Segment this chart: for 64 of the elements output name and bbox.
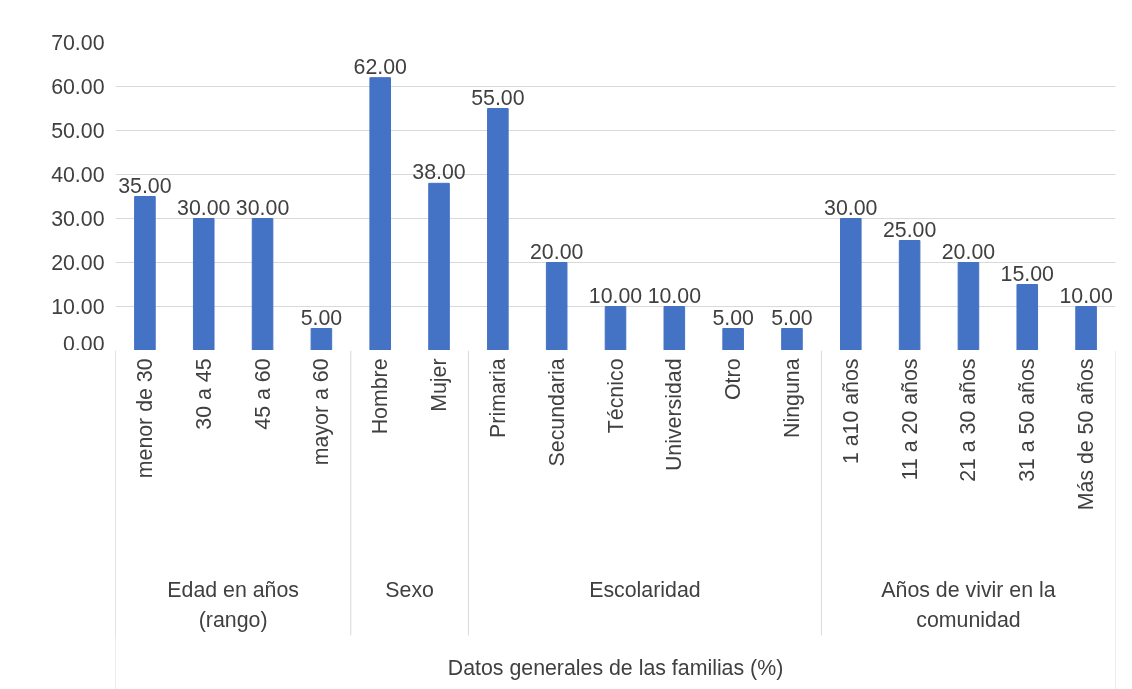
data-label: 10.00 (588, 283, 643, 308)
x-tick-label: 45 a 60 (250, 358, 275, 430)
bar (1075, 306, 1097, 350)
data-label: 25.00 (882, 217, 937, 242)
x-tick-label: Más de 50 años (1074, 358, 1099, 511)
data-label: 30.00 (235, 195, 290, 220)
data-label: 55.00 (471, 85, 525, 110)
bar (310, 328, 333, 350)
y-tick-label: 70.00 (51, 31, 105, 55)
y-tick-label: 20.00 (51, 251, 105, 275)
x-tick-label: Primaria (485, 358, 510, 438)
bar (251, 218, 274, 350)
bar (1016, 284, 1039, 350)
data-label: 5.00 (771, 305, 813, 330)
data-label: 5.00 (300, 305, 343, 330)
x-tick-label: Hombre (368, 358, 393, 435)
data-label: 30.00 (824, 195, 878, 220)
text: Sexo (385, 577, 434, 602)
data-label: 10.00 (1059, 283, 1113, 308)
text: Escolaridad (589, 577, 701, 602)
bar (663, 306, 686, 350)
data-label: 20.00 (529, 239, 584, 264)
x-tick-label: 11 a 20 años (897, 358, 922, 481)
x-tick-label: 1 a10 años (838, 358, 863, 465)
data-label: 38.00 (412, 160, 466, 185)
bar (192, 218, 215, 350)
x-tick-label: menor de 30 (132, 358, 157, 479)
y-tick-label: 50.00 (51, 119, 105, 143)
bar (369, 77, 391, 350)
data-label: 10.00 (647, 283, 702, 308)
data-label: 20.00 (941, 239, 996, 264)
bar (545, 262, 568, 350)
x-tick-label: Universidad (662, 358, 687, 472)
x-tick-label: 21 a 30 años (956, 358, 981, 482)
text: Edad en años (rango) (167, 577, 299, 632)
x-tick-label: 30 a 45 (191, 358, 216, 430)
x-tick-label: Secundaria (544, 358, 569, 467)
bar (898, 240, 921, 350)
bar (487, 108, 509, 350)
x-tick-label: 31 a 50 años (1015, 358, 1040, 482)
x-tick-label: mayor a 60 (309, 358, 334, 466)
x-tick-label: Mujer (427, 358, 452, 412)
data-label: 15.00 (1000, 261, 1055, 286)
y-tick-label: 30.00 (51, 207, 105, 231)
bar (840, 218, 862, 350)
data-label: 62.00 (353, 54, 408, 79)
bar (604, 306, 627, 350)
data-label: 30.00 (177, 195, 231, 220)
text: Datos generales de las familias (%) (447, 655, 784, 680)
data-label: 5.00 (712, 305, 755, 330)
bar (428, 182, 450, 350)
data-label: 35.00 (118, 173, 172, 198)
x-tick-label: Técnico (603, 358, 628, 434)
y-tick-label: 60.00 (51, 75, 105, 99)
y-tick-label: 40.00 (51, 163, 105, 187)
bar (957, 262, 980, 350)
y-tick-label: 10.00 (51, 295, 105, 319)
bar (781, 328, 803, 350)
y-tick-label: 0.00 (62, 331, 105, 356)
bar (722, 328, 744, 350)
text: Años de vivir en la comunidad (881, 577, 1056, 632)
bar (134, 196, 156, 350)
x-tick-label: Ninguna (779, 358, 804, 438)
x-tick-label: Otro (721, 358, 746, 400)
